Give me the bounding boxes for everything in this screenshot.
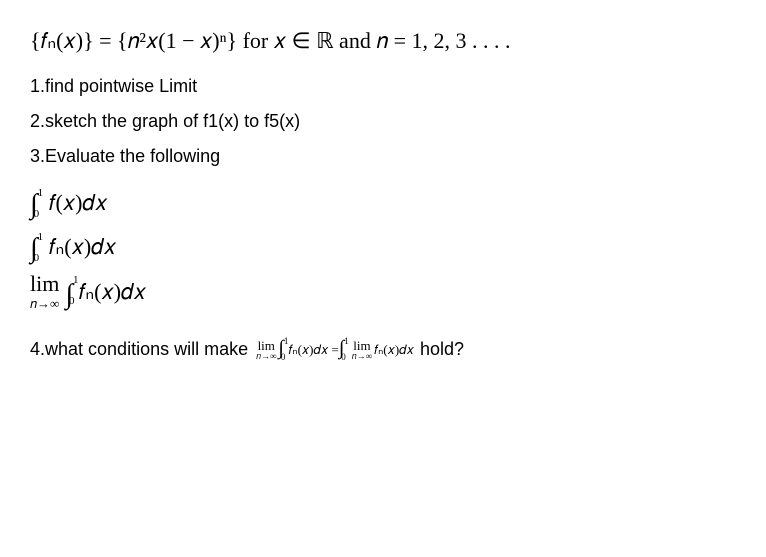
sequence-definition: {𝑓ₙ(𝑥)} = {𝑛²𝑥(1 − 𝑥)ⁿ} for 𝑥 ∈ ℝ and 𝑛 … — [30, 28, 736, 54]
q4-suffix: hold? — [420, 339, 464, 360]
limit-integral: lim 𝑛→∞ ∫10 𝑓ₙ(𝑥)𝑑𝑥 — [30, 273, 146, 310]
q4-equation: lim 𝑛→∞ ∫10 𝑓ₙ(𝑥)𝑑𝑥 = ∫10 lim 𝑛→∞ 𝑓ₙ(𝑥)𝑑… — [254, 338, 414, 361]
question-3: 3.Evaluate the following — [30, 146, 736, 167]
q4-prefix: 4.what conditions will make — [30, 339, 248, 360]
question-4: 4.what conditions will make lim 𝑛→∞ ∫10 … — [30, 338, 736, 361]
integral-fn: ∫10 𝑓ₙ(𝑥)𝑑𝑥 — [30, 225, 736, 267]
question-2: 2.sketch the graph of f1(x) to f5(x) — [30, 111, 736, 132]
question-1: 1.find pointwise Limit — [30, 76, 736, 97]
integral-f: ∫10 𝑓(𝑥)𝑑𝑥 — [30, 181, 736, 223]
